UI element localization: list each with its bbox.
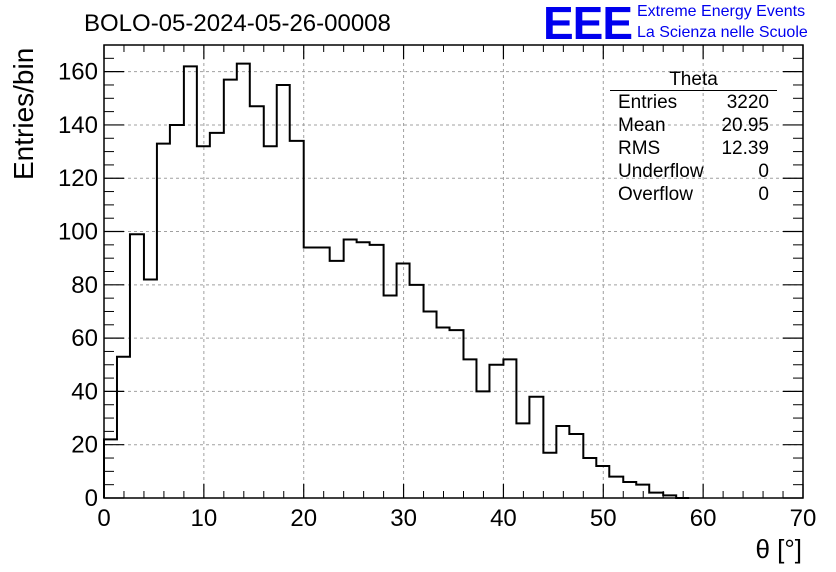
stats-value: 20.95 <box>721 115 769 136</box>
x-tick-label: 10 <box>191 505 218 532</box>
logo-line-1: Extreme Energy Events <box>637 3 806 20</box>
stats-box: Theta Entries 3220 Mean 20.95 RMS 12.39 … <box>610 70 777 206</box>
logo-line-2: La Scienza nelle Scuole <box>637 24 808 41</box>
x-tick-label: 60 <box>690 505 717 532</box>
stats-row-mean: Mean 20.95 <box>610 114 777 137</box>
x-tick-label: 40 <box>490 505 517 532</box>
stats-row-rms: RMS 12.39 <box>610 137 777 160</box>
x-tick-label: 70 <box>790 505 817 532</box>
stats-label: Mean <box>618 115 666 136</box>
histogram-outline <box>103 62 690 499</box>
x-tick-label: 50 <box>590 505 617 532</box>
stats-label: Underflow <box>618 161 704 182</box>
stats-label: Entries <box>618 92 678 113</box>
y-axis-label: Entries/bin <box>8 47 39 180</box>
y-tick-label: 140 <box>58 112 98 139</box>
grid-lines <box>104 45 803 498</box>
stats-row-overflow: Overflow 0 <box>610 183 777 206</box>
y-tick-label: 120 <box>58 165 98 192</box>
y-tick-label: 40 <box>71 378 98 405</box>
tick-labels: 0 10 20 30 40 50 60 70 0 20 40 60 80 100 120 140 160 <box>58 59 816 532</box>
stats-value: 0 <box>758 161 769 182</box>
eee-logo: EEE <box>543 0 633 49</box>
y-tick-label: 100 <box>58 219 98 246</box>
plot-frame <box>103 44 804 499</box>
stats-value: 0 <box>758 184 769 205</box>
x-tick-label: 30 <box>390 505 417 532</box>
y-tick-label: 80 <box>71 272 98 299</box>
y-tick-label: 60 <box>71 325 98 352</box>
stats-row-entries: Entries 3220 <box>610 91 777 114</box>
chart-title: BOLO-05-2024-05-26-00008 <box>84 10 391 37</box>
stats-row-underflow: Underflow 0 <box>610 160 777 183</box>
stats-label: RMS <box>618 138 661 159</box>
stats-value: 12.39 <box>721 138 769 159</box>
stats-title: Theta <box>610 70 777 91</box>
y-tick-label: 160 <box>58 59 98 86</box>
x-tick-label: 20 <box>290 505 317 532</box>
x-tick-label: 0 <box>97 505 110 532</box>
stats-value: 3220 <box>726 92 769 113</box>
y-tick-label: 20 <box>71 432 98 459</box>
y-tick-label: 0 <box>85 485 98 512</box>
stats-label: Overflow <box>618 184 693 205</box>
x-axis-label: θ [°] <box>755 534 802 564</box>
